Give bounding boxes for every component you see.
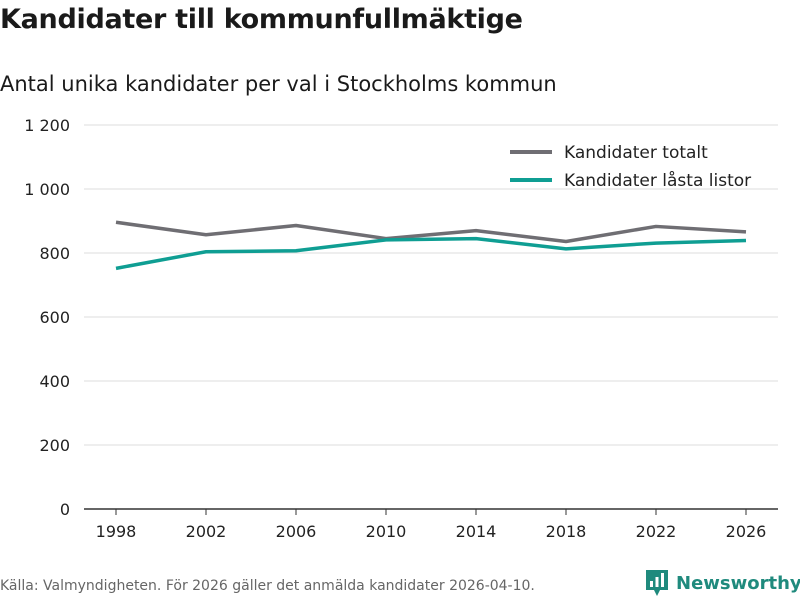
newsworthy-logo-icon bbox=[646, 570, 668, 596]
x-tick-label: 2026 bbox=[726, 522, 767, 541]
series-line-kandidater-totalt bbox=[115, 220, 747, 244]
brand-name: Newsworthy bbox=[676, 572, 800, 594]
series-lines bbox=[115, 220, 747, 271]
y-tick-label: 0 bbox=[60, 500, 70, 519]
x-tick-label: 2018 bbox=[546, 522, 587, 541]
legend-label: Kandidater låsta listor bbox=[564, 170, 751, 191]
x-tick-label: 1998 bbox=[96, 522, 137, 541]
x-axis: 1998 2002 2006 2010 2014 2018 2022 2026 bbox=[84, 508, 778, 541]
legend: Kandidater totalt Kandidater låsta listor bbox=[510, 143, 751, 191]
y-tick-label: 400 bbox=[39, 372, 70, 391]
y-tick-label: 600 bbox=[39, 308, 70, 327]
y-axis: 0 200 400 600 800 1 000 1 200 bbox=[24, 116, 70, 519]
brand-logo: Newsworthy bbox=[644, 568, 800, 598]
y-tick-label: 1 200 bbox=[24, 116, 70, 135]
source-note: Källa: Valmyndigheten. För 2026 gäller d… bbox=[0, 578, 535, 594]
x-tick-label: 2022 bbox=[636, 522, 677, 541]
gridlines bbox=[84, 124, 778, 446]
chart-title: Kandidater till kommunfullmäktige bbox=[0, 4, 523, 35]
y-tick-label: 1 000 bbox=[24, 180, 70, 199]
legend-label: Kandidater totalt bbox=[564, 143, 708, 163]
x-tick-label: 2006 bbox=[276, 522, 317, 541]
y-tick-label: 800 bbox=[39, 244, 70, 263]
y-tick-label: 200 bbox=[39, 436, 70, 455]
x-tick-label: 2002 bbox=[186, 522, 227, 541]
x-tick-label: 2010 bbox=[366, 522, 407, 541]
series-line-kandidater-lasta-listor bbox=[115, 236, 747, 271]
chart-subtitle: Antal unika kandidater per val i Stockho… bbox=[0, 72, 557, 96]
x-tick-label: 2014 bbox=[456, 522, 497, 541]
